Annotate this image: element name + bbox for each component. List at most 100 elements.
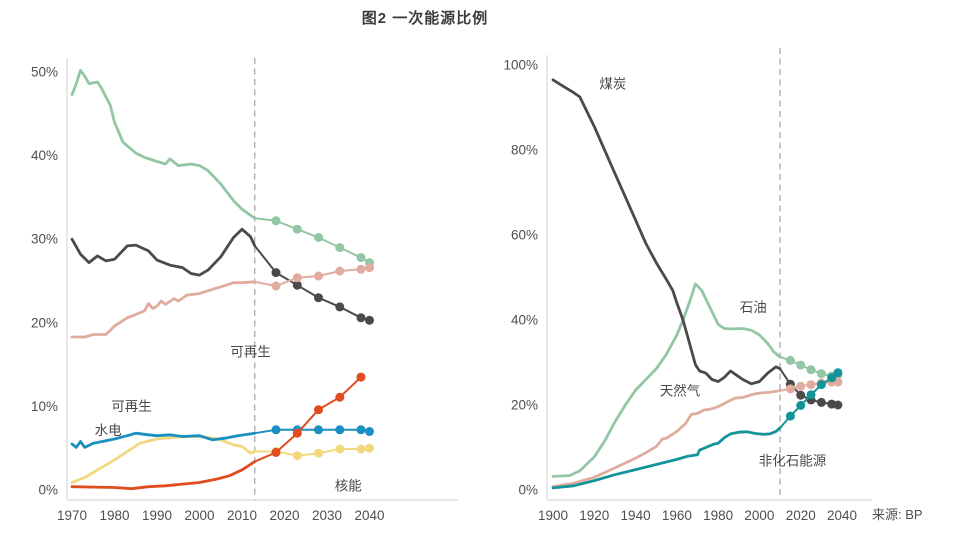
annotation-label: 水电 — [95, 423, 122, 438]
series-nuclear-line — [70, 435, 257, 484]
series-gas-r-marker — [785, 384, 795, 394]
series-coal-r-marker — [833, 400, 843, 410]
series-coal-marker — [356, 313, 366, 323]
series-oil-marker — [292, 224, 302, 234]
series-gas-marker — [356, 264, 366, 274]
x-tick-label: 2020 — [786, 508, 816, 523]
x-tick-label: 1900 — [538, 508, 568, 523]
y-tick-label: 0% — [38, 483, 58, 498]
y-tick-label: 40% — [511, 313, 538, 328]
y-tick-label: 80% — [511, 143, 538, 158]
series-oil-forecast-line — [254, 217, 371, 264]
series-oil-r-line — [551, 282, 782, 478]
series-hydro-marker — [314, 425, 323, 435]
series-oil-marker — [314, 233, 323, 242]
series-renewables-marker — [292, 428, 302, 438]
series-nonfossil-marker — [833, 368, 843, 378]
series-gas-r-line — [551, 389, 782, 489]
figure-title: 图2 一次能源比例 — [361, 10, 489, 27]
series-coal-marker — [335, 302, 345, 312]
y-tick-label: 100% — [503, 58, 538, 73]
annotation-label: 非化石能源 — [759, 454, 827, 469]
series-coal-marker — [365, 315, 374, 325]
x-tick-label: 2020 — [269, 508, 299, 523]
series-coal-marker — [292, 280, 302, 290]
x-tick-label: 1940 — [621, 508, 651, 523]
series-oil-r-marker — [796, 360, 806, 370]
series-nuclear-marker — [356, 444, 366, 454]
series-hydro-marker — [365, 427, 374, 436]
series-hydro-marker — [335, 425, 345, 435]
series-nonfossil-marker — [806, 390, 816, 400]
series-renewables-marker — [335, 392, 345, 402]
series-coal-line — [70, 227, 257, 277]
x-tick-label: 2010 — [227, 508, 257, 523]
x-tick-label: 2040 — [354, 508, 384, 523]
series-coal-r-line — [551, 78, 782, 386]
series-renewables-marker — [314, 405, 323, 415]
series-gas-marker — [292, 273, 302, 283]
y-tick-label: 20% — [511, 398, 538, 413]
annotation-label: 石油 — [740, 300, 767, 315]
series-oil-r-marker — [806, 365, 816, 375]
series-oil-marker — [356, 253, 366, 263]
x-tick-label: 1980 — [703, 508, 733, 523]
series-gas-marker — [365, 263, 374, 273]
series-gas-marker — [271, 281, 281, 291]
annotation-label: 天然气 — [660, 382, 701, 398]
annotation-label: 可再生 — [230, 345, 271, 360]
series-gas-r-marker — [806, 380, 816, 390]
series-oil-r-marker — [816, 369, 826, 379]
series-nonfossil-marker — [827, 373, 837, 383]
y-tick-label: 40% — [31, 148, 58, 163]
series-oil-r-marker — [785, 355, 795, 365]
x-tick-label: 2000 — [744, 508, 774, 523]
series-oil-marker — [271, 216, 281, 226]
series-coal-r-marker — [816, 397, 826, 407]
series-nonfossil-marker — [816, 380, 826, 390]
y-tick-label: 10% — [31, 399, 58, 414]
x-tick-label: 1920 — [579, 508, 609, 523]
series-renewables-marker — [271, 447, 281, 457]
source-label: 来源: BP — [872, 507, 923, 522]
x-tick-label: 2000 — [184, 508, 214, 523]
x-tick-label: 1990 — [142, 508, 172, 523]
x-tick-label: 1960 — [662, 508, 692, 523]
series-oil-marker — [335, 243, 345, 253]
series-hydro-marker — [356, 425, 366, 435]
y-tick-label: 50% — [31, 65, 58, 80]
series-coal-forecast-line — [254, 245, 370, 322]
y-tick-label: 20% — [31, 315, 58, 330]
series-renewables-line — [70, 460, 257, 491]
y-tick-label: 60% — [511, 228, 538, 243]
series-gas-r-marker — [796, 381, 806, 391]
x-tick-label: 1980 — [99, 508, 129, 523]
annotation-label: 煤炭 — [599, 77, 626, 92]
series-nuclear-marker — [314, 448, 323, 458]
series-gas-line — [70, 280, 257, 339]
y-tick-label: 0% — [518, 483, 538, 498]
x-tick-label: 2030 — [312, 508, 342, 523]
series-nuclear-marker — [292, 451, 302, 461]
series-coal-marker — [314, 293, 323, 303]
x-tick-label: 1970 — [57, 508, 87, 523]
series-hydro-line — [70, 431, 257, 449]
series-nuclear-marker — [365, 443, 374, 453]
x-tick-label: 2040 — [827, 508, 857, 523]
series-gas-marker — [314, 271, 323, 281]
series-nonfossil-line — [551, 426, 782, 490]
series-nonfossil-marker — [785, 411, 795, 421]
annotation-label: 可再生 — [111, 399, 152, 414]
series-nonfossil-marker — [796, 400, 806, 410]
series-gas-forecast-line — [254, 266, 370, 287]
series-oil-line — [70, 68, 257, 220]
series-coal-marker — [271, 268, 281, 278]
y-tick-label: 30% — [31, 232, 58, 247]
series-hydro-marker — [271, 425, 281, 435]
series-gas-marker — [335, 266, 345, 276]
annotation-label: 核能 — [335, 478, 362, 493]
series-renewables-marker — [356, 372, 366, 382]
series-coal-r-marker — [796, 390, 806, 400]
